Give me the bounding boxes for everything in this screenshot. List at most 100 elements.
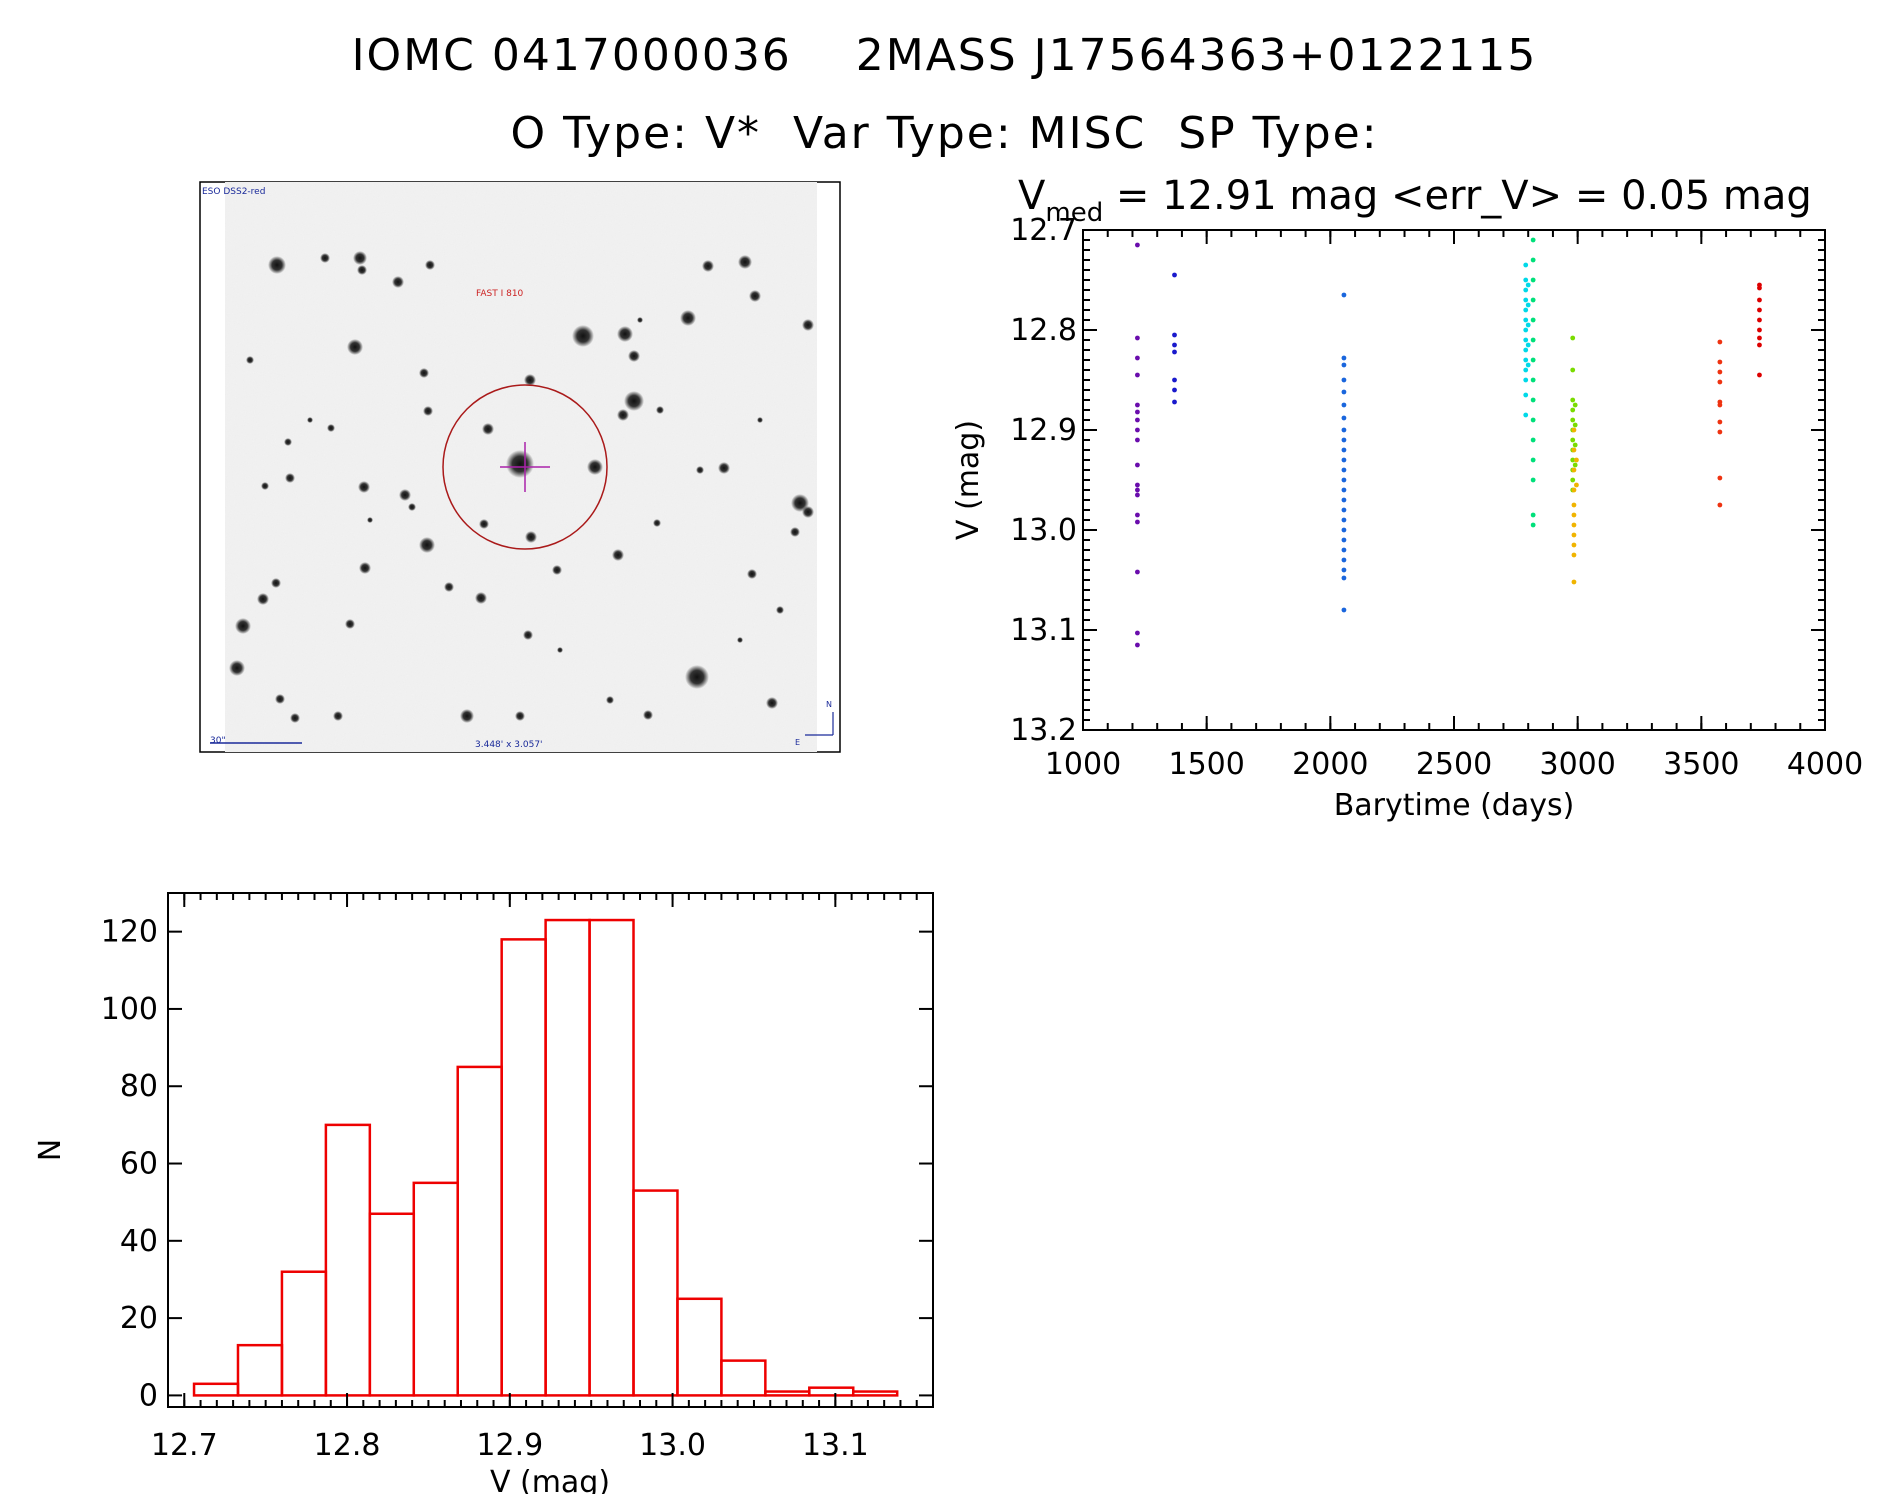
- data-point: [1525, 322, 1531, 328]
- lightcurve-subtitle-v: V: [1018, 173, 1046, 219]
- star: [423, 406, 433, 416]
- y-tick-label: 12.8: [1010, 313, 1077, 348]
- histogram-bar: [412, 1181, 459, 1397]
- star: [307, 417, 313, 423]
- x-tick-label: 12.7: [151, 1428, 218, 1463]
- star: [399, 489, 411, 501]
- star: [552, 565, 562, 575]
- data-point: [1572, 422, 1578, 428]
- star: [333, 711, 343, 721]
- data-point: [1341, 467, 1347, 473]
- star: [624, 391, 644, 411]
- star: [419, 537, 435, 553]
- x-tick-label: 3000: [1539, 747, 1615, 782]
- star: [358, 481, 370, 493]
- data-point: [1135, 569, 1140, 575]
- lightcurve-plot: Vmed = 12.91 mag <err_V> = 0.05 mag 1000…: [951, 173, 1863, 823]
- y-tick-label: 13.1: [1010, 613, 1077, 648]
- data-point: [1172, 387, 1177, 393]
- star: [419, 368, 429, 378]
- data-point: [1572, 462, 1578, 468]
- histogram-bar: [588, 918, 635, 1397]
- data-point: [1523, 392, 1529, 398]
- histogram-ylabel: N: [33, 1139, 68, 1161]
- data-point: [1530, 337, 1536, 343]
- data-point: [1341, 377, 1347, 383]
- star: [680, 310, 696, 326]
- data-point: [1135, 482, 1140, 488]
- star: [506, 450, 534, 478]
- x-tick-label: 13.0: [639, 1428, 706, 1463]
- data-point: [1341, 457, 1347, 463]
- chart-title-line2: O Type: V* Var Type: MISC SP Type:: [510, 108, 1379, 159]
- star: [475, 592, 487, 604]
- data-point: [1572, 442, 1578, 448]
- data-point: [1523, 337, 1529, 343]
- data-point: [1571, 579, 1577, 585]
- data-point: [1172, 342, 1177, 348]
- star: [617, 409, 629, 421]
- data-point: [1570, 477, 1576, 483]
- x-tick-label: 13.1: [802, 1428, 869, 1463]
- lightcurve-subtitle-sub: med: [1045, 198, 1103, 228]
- data-point: [1523, 277, 1529, 283]
- data-point: [1172, 332, 1177, 338]
- star: [285, 473, 295, 483]
- data-point: [1135, 642, 1140, 648]
- data-point: [1525, 362, 1531, 368]
- data-point: [1135, 492, 1140, 498]
- chart-title-line1: IOMC 0417000036 2MASS J17564363+0122115: [351, 30, 1538, 81]
- y-tick-label: 20: [120, 1301, 158, 1336]
- star: [802, 506, 814, 518]
- lightcurve-subtitle: Vmed = 12.91 mag <err_V> = 0.05 mag: [1018, 173, 1812, 228]
- data-point: [1523, 347, 1529, 353]
- data-point: [1341, 427, 1347, 433]
- data-point: [1341, 415, 1347, 421]
- star: [524, 374, 536, 386]
- x-tick-label: 2000: [1292, 747, 1368, 782]
- data-point: [1571, 467, 1577, 473]
- histogram-ticks: 12.7 12.8 12.9 13.0 13.1 0 20 40 60 80 100 120: [101, 893, 934, 1463]
- histogram-bar: [456, 1065, 503, 1397]
- star: [738, 255, 752, 269]
- data-point: [1571, 487, 1577, 493]
- star: [353, 251, 367, 265]
- data-point: [1135, 487, 1140, 493]
- data-point: [1172, 377, 1177, 383]
- data-point: [1341, 507, 1347, 513]
- data-point: [1571, 522, 1577, 528]
- star: [515, 711, 525, 721]
- star: [367, 517, 373, 523]
- x-tick-label: 12.9: [476, 1428, 543, 1463]
- data-point: [1341, 527, 1347, 533]
- star-field: [229, 251, 814, 723]
- data-point: [1757, 297, 1762, 303]
- histogram-bar: [324, 1123, 372, 1397]
- star: [587, 459, 603, 475]
- histogram-bar: [280, 1270, 328, 1397]
- star: [523, 630, 533, 640]
- y-tick-label: 120: [101, 915, 158, 950]
- star: [275, 694, 285, 704]
- data-point: [1523, 327, 1529, 333]
- star: [696, 466, 704, 474]
- lightcurve-xlabel: Barytime (days): [1334, 788, 1575, 823]
- star: [766, 697, 778, 709]
- star: [479, 519, 489, 529]
- data-point: [1341, 607, 1347, 613]
- histogram-bar: [632, 1189, 679, 1397]
- data-point: [1341, 575, 1347, 581]
- data-point: [1135, 519, 1140, 525]
- data-point: [1574, 457, 1579, 463]
- data-point: [1530, 477, 1536, 483]
- data-point: [1530, 437, 1536, 443]
- histogram-bar: [236, 1343, 284, 1397]
- data-point: [1135, 512, 1140, 518]
- star: [327, 424, 335, 432]
- x-tick-label: 1500: [1168, 747, 1244, 782]
- data-point: [1135, 437, 1140, 443]
- star: [757, 417, 763, 423]
- data-point: [1135, 427, 1140, 433]
- histogram-bar: [544, 918, 591, 1397]
- histogram-axes-frame: [167, 892, 934, 1408]
